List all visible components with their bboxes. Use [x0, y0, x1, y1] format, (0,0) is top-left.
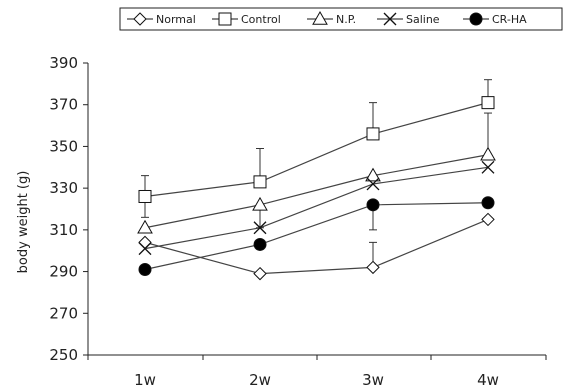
x-tick-label: 4w: [477, 371, 499, 389]
data-point-saline: [366, 177, 380, 191]
legend-marker: [469, 12, 483, 26]
y-tick-label: 390: [49, 54, 78, 72]
y-tick-label: 310: [49, 221, 78, 239]
data-point-saline: [253, 221, 267, 235]
legend-label: Saline: [406, 13, 440, 26]
series-line: [144, 202, 489, 271]
series-saline: [144, 166, 489, 250]
legend-label: N.P.: [336, 13, 356, 26]
legend-label: Normal: [156, 13, 196, 26]
data-point-n-p-: [365, 167, 381, 182]
data-point-normal: [366, 260, 380, 275]
series-normal: [144, 218, 489, 275]
data-point-control: [366, 127, 380, 141]
x-tick-label: 3w: [362, 371, 384, 389]
data-point-normal: [253, 266, 267, 281]
series-cr-ha: [144, 202, 489, 271]
data-point-cr-ha: [366, 198, 380, 212]
axes: 250 270 290 310 330 350 370 390 1w 2w 3w 4w: [49, 54, 547, 389]
legend-marker: [218, 12, 232, 26]
x-tick-label: 2w: [249, 371, 271, 389]
y-tick-label: 330: [49, 179, 78, 197]
data-point-control: [481, 96, 495, 110]
legend-item: CR-HA: [463, 12, 527, 26]
legend-label: Control: [241, 13, 281, 26]
series-line: [144, 166, 489, 250]
legend-marker: [133, 12, 147, 26]
y-tick-label: 370: [49, 96, 78, 114]
legend-label: CR-HA: [492, 13, 527, 26]
legend-marker: [383, 12, 397, 26]
series-line: [144, 218, 489, 275]
plot-area: [137, 79, 496, 281]
data-point-cr-ha: [253, 237, 267, 251]
series-control: [141, 79, 492, 198]
legend-item: Normal: [127, 12, 196, 26]
x-tick-label: 1w: [134, 371, 156, 389]
data-point-cr-ha: [138, 262, 152, 276]
y-tick-label: 250: [49, 346, 78, 364]
data-point-normal: [138, 235, 152, 250]
series-line: [144, 102, 489, 198]
data-point-saline: [481, 160, 495, 174]
data-point-n-p-: [252, 196, 268, 211]
data-point-cr-ha: [481, 196, 495, 210]
data-point-normal: [481, 212, 495, 227]
legend-item: Saline: [377, 12, 440, 26]
legend: Normal Control N.P. Saline CR-HA: [119, 7, 563, 31]
data-point-n-p-: [480, 146, 496, 161]
legend-item: N.P.: [307, 10, 356, 26]
data-point-n-p-: [137, 219, 153, 234]
y-tick-label: 290: [49, 263, 78, 281]
y-tick-label: 350: [49, 137, 78, 155]
series-n-p-: [144, 112, 492, 229]
data-point-control: [138, 189, 152, 203]
series-line: [144, 154, 489, 229]
legend-item: Control: [212, 12, 281, 26]
data-point-control: [253, 175, 267, 189]
y-axis-label: body weight (g): [16, 171, 31, 274]
data-point-saline: [138, 242, 152, 256]
y-tick-label: 270: [49, 304, 78, 322]
legend-marker: [312, 10, 328, 25]
